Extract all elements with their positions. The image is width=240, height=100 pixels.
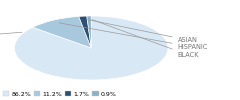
Wedge shape bbox=[79, 16, 91, 48]
Text: ASIAN: ASIAN bbox=[86, 19, 198, 43]
Legend: 86.2%, 11.2%, 1.7%, 0.9%: 86.2%, 11.2%, 1.7%, 0.9% bbox=[3, 91, 116, 97]
Wedge shape bbox=[87, 16, 91, 48]
Text: HISPANIC: HISPANIC bbox=[59, 23, 208, 50]
Wedge shape bbox=[14, 16, 168, 80]
Text: WHITE: WHITE bbox=[0, 32, 22, 39]
Wedge shape bbox=[33, 16, 91, 48]
Text: BLACK: BLACK bbox=[92, 20, 199, 58]
